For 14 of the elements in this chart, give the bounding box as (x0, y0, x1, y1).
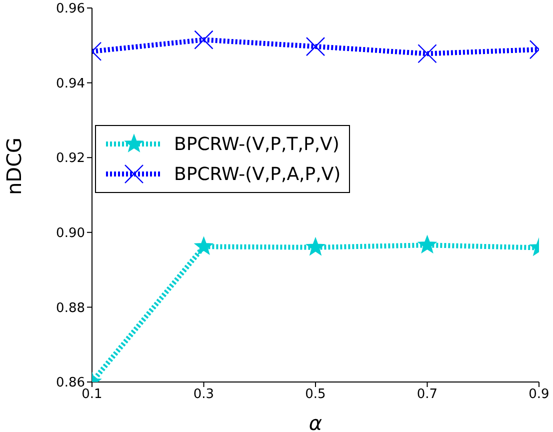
y-tick-label: 0.96 (56, 2, 85, 17)
x-tick-label: 0.5 (305, 387, 326, 402)
x-tick-label: 0.7 (416, 387, 438, 402)
y-tick-label: 0.92 (56, 151, 85, 166)
y-tick-label: 0.88 (56, 300, 85, 316)
x-tick-label: 0.9 (528, 387, 550, 402)
y-tick-label: 0.90 (56, 226, 85, 242)
legend-label: BPCRW-(V,P,A,P,V) (174, 164, 341, 184)
y-axis-title: nDCG (2, 137, 26, 195)
x-tick-label: 0.1 (82, 387, 102, 402)
y-tick-label: 0.94 (56, 76, 85, 92)
legend-label: BPCRW-(V,P,T,P,V) (174, 134, 340, 154)
x-tick-label: 0.3 (193, 387, 214, 402)
x-axis-title: α (308, 411, 322, 432)
